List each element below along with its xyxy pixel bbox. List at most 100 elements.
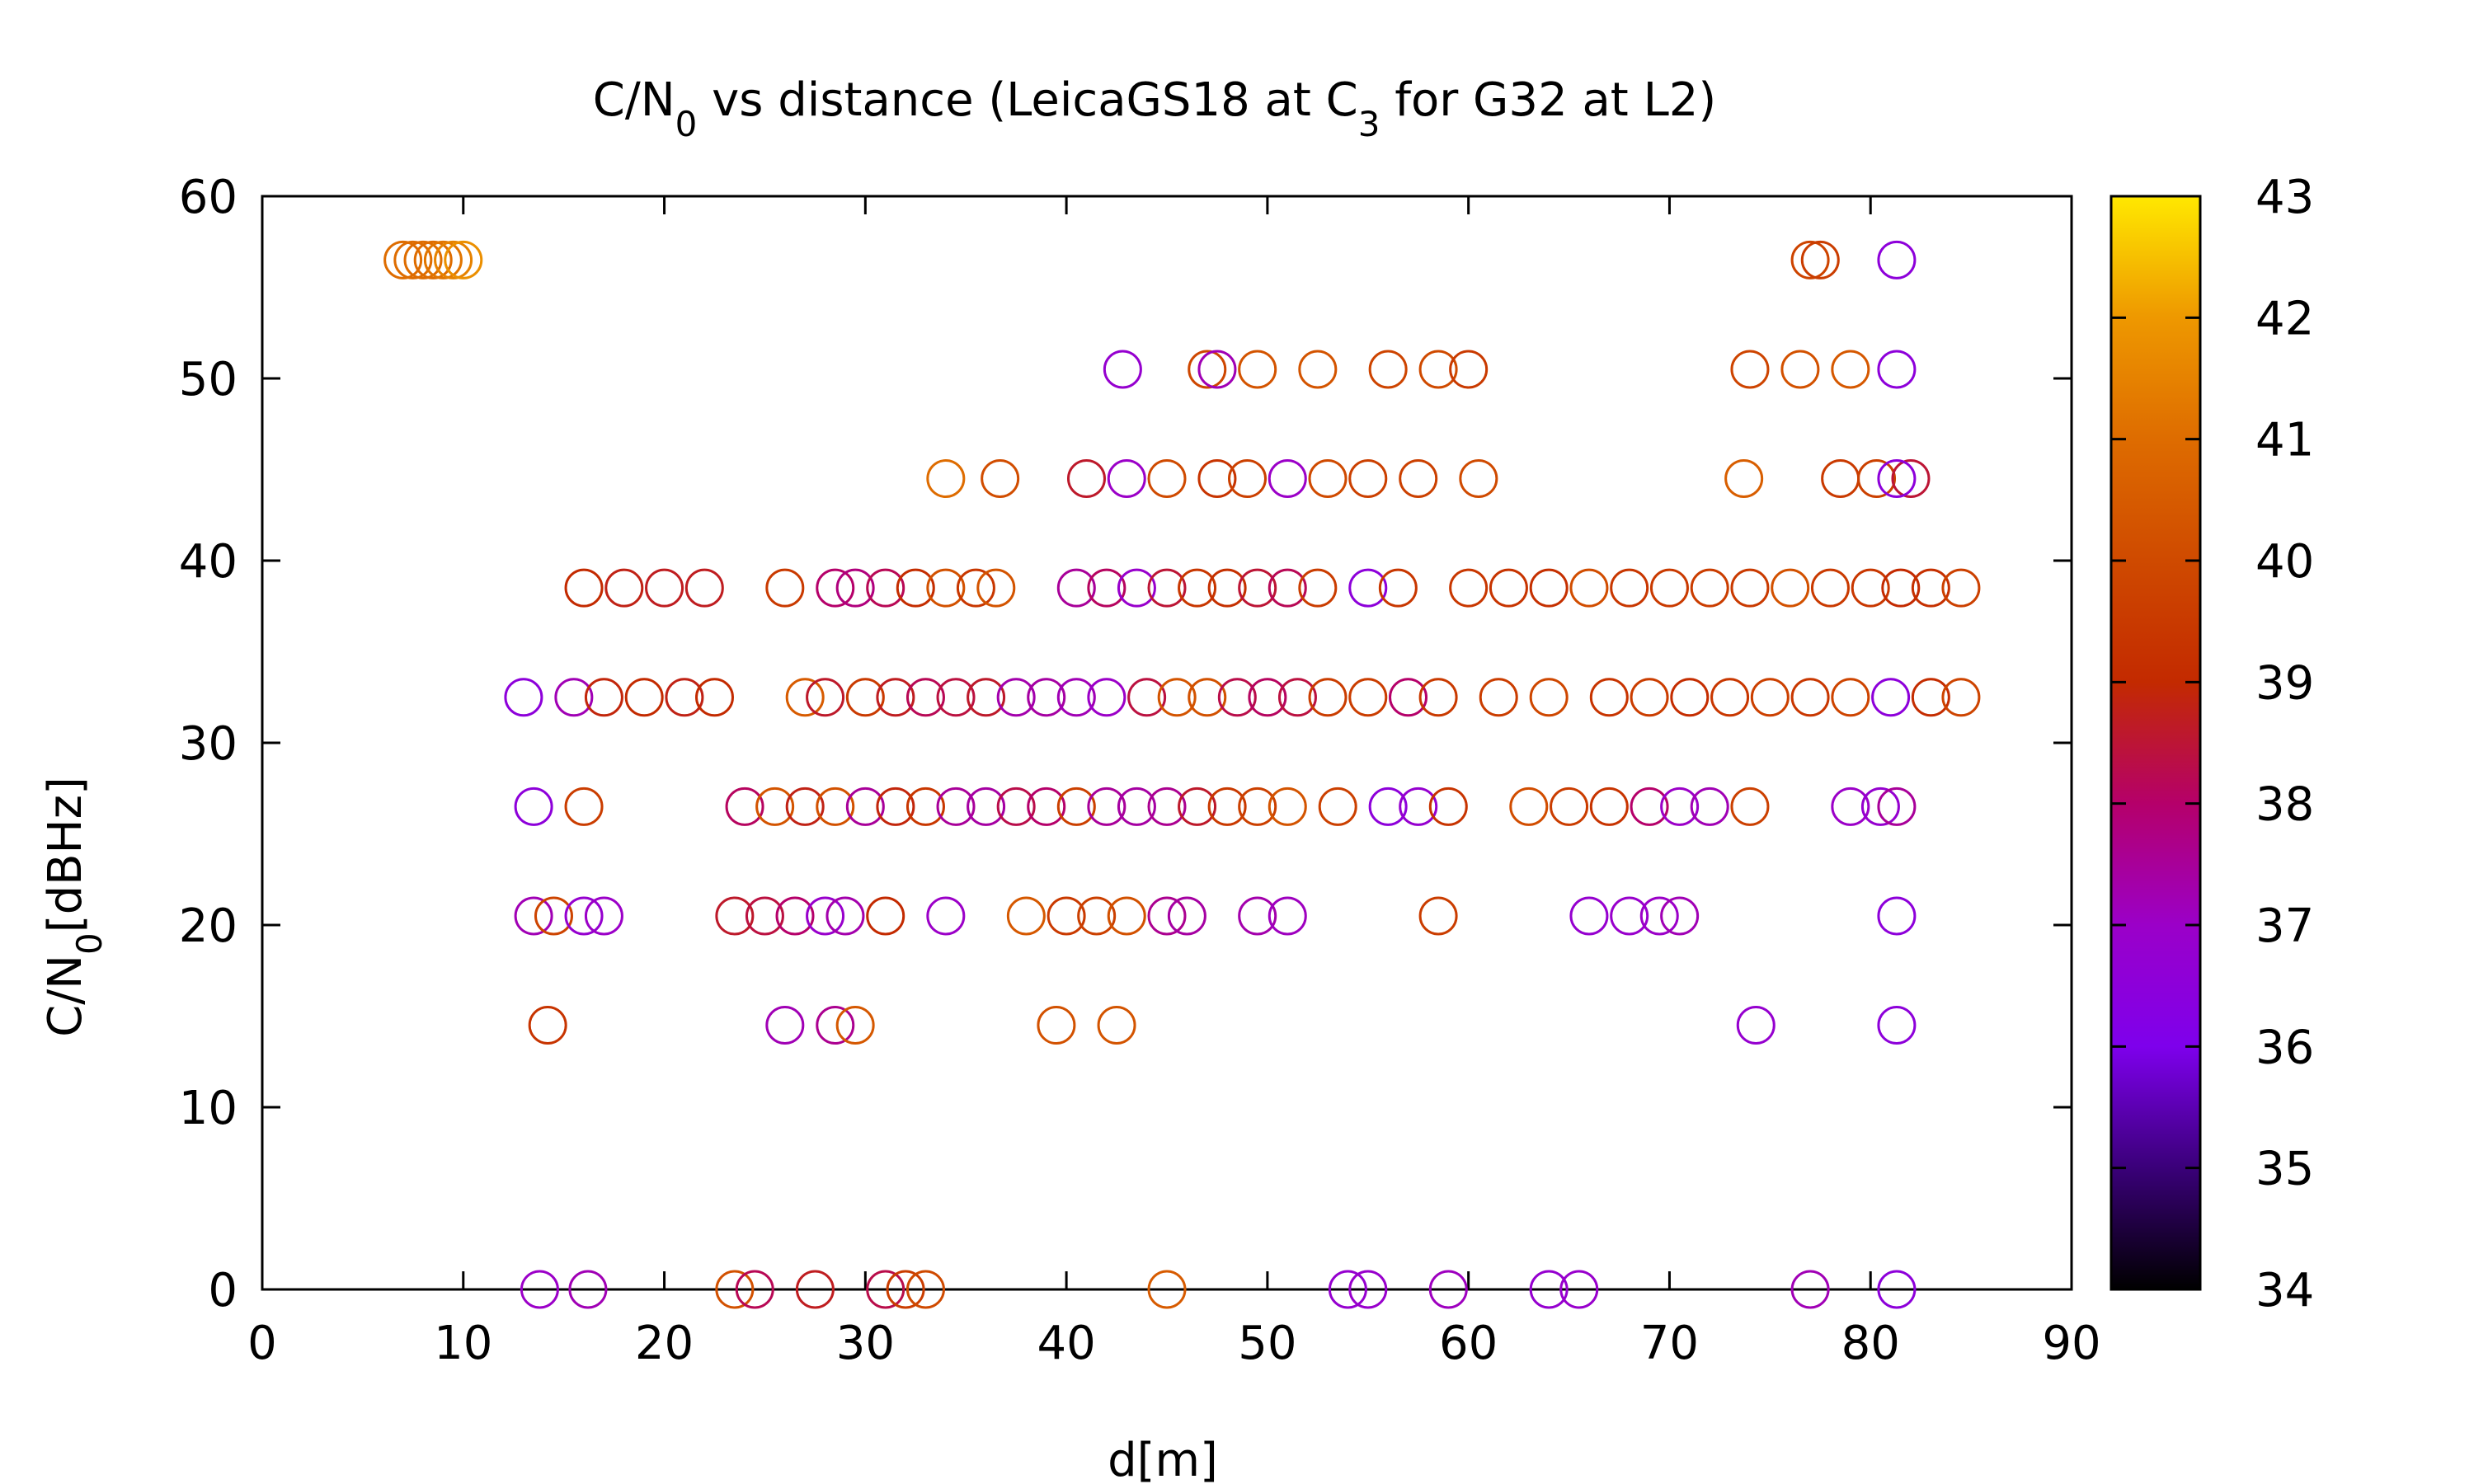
data-point	[1268, 568, 1307, 608]
data-point	[1207, 787, 1247, 826]
data-point	[1810, 568, 1850, 608]
plot-frame	[261, 195, 2073, 1291]
colorbar-tick-label: 37	[2255, 899, 2314, 953]
data-point	[866, 568, 905, 608]
data-point	[926, 459, 966, 499]
data-point	[1821, 459, 1860, 499]
data-point	[1790, 1270, 1830, 1309]
data-point	[1529, 568, 1569, 608]
data-point	[1871, 678, 1911, 717]
data-point	[1418, 678, 1458, 717]
colorbar-tick-label: 35	[2255, 1143, 2314, 1196]
colorbar-tick-label: 34	[2255, 1264, 2314, 1317]
data-point	[926, 568, 966, 608]
data-point	[434, 240, 473, 279]
data-point	[1077, 896, 1117, 936]
data-point	[1238, 350, 1277, 389]
data-point	[1877, 350, 1917, 389]
data-point	[735, 1270, 774, 1309]
x-tick-label: 70	[1640, 1317, 1699, 1370]
data-point	[528, 1006, 567, 1045]
plot-area	[261, 195, 2073, 1291]
data-point	[564, 568, 604, 608]
data-point	[775, 896, 815, 936]
data-point	[1877, 896, 1917, 936]
x-tick-label: 80	[1841, 1317, 1900, 1370]
data-point	[1248, 678, 1287, 717]
data-point	[1911, 568, 1950, 608]
data-point	[1860, 787, 1900, 826]
data-point	[1047, 896, 1086, 936]
data-point	[1710, 678, 1750, 717]
data-point	[1559, 1270, 1599, 1309]
data-point	[1418, 350, 1458, 389]
x-tick-label: 90	[2042, 1317, 2100, 1370]
data-point	[1217, 678, 1257, 717]
data-point	[1831, 678, 1870, 717]
data-point	[967, 678, 1006, 717]
data-point	[534, 896, 573, 936]
data-point	[1550, 787, 1589, 826]
data-point	[1027, 787, 1066, 826]
data-point	[1178, 568, 1217, 608]
colorbar-ticks: 34 35 36 37 38 39 40 41 42 43	[2111, 171, 2314, 1317]
y-tick-label: 40	[179, 535, 238, 589]
data-point	[1238, 896, 1277, 936]
data-point	[1529, 678, 1569, 717]
data-point	[1103, 350, 1142, 389]
data-point	[1569, 568, 1609, 608]
data-point	[905, 787, 945, 826]
data-point	[568, 1270, 608, 1309]
x-axis: 0 10 20 30 40 50 60 70 80 90	[247, 196, 2101, 1370]
data-point	[1800, 240, 1840, 279]
data-point	[1117, 568, 1156, 608]
data-point	[1649, 568, 1689, 608]
data-point	[1877, 459, 1917, 499]
data-point	[1877, 787, 1917, 826]
data-point	[1197, 350, 1237, 389]
data-point	[1056, 568, 1096, 608]
data-point	[514, 896, 553, 936]
data-point	[564, 896, 604, 936]
data-point	[1670, 678, 1710, 717]
data-point	[1368, 787, 1408, 826]
data-point	[905, 1270, 945, 1309]
data-point	[1479, 678, 1518, 717]
data-point	[1056, 678, 1096, 717]
data-point	[806, 896, 845, 936]
data-point	[835, 1006, 875, 1045]
data-point	[806, 678, 845, 717]
data-point	[996, 787, 1036, 826]
data-point	[905, 678, 945, 717]
data-point	[1630, 678, 1669, 717]
data-point	[1790, 678, 1830, 717]
data-point	[1730, 350, 1770, 389]
data-point	[1188, 678, 1227, 717]
data-point	[1881, 568, 1921, 608]
data-point	[1891, 459, 1931, 499]
data-point	[1399, 787, 1438, 826]
data-point	[1238, 568, 1277, 608]
data-point	[1941, 568, 1981, 608]
data-point	[1147, 568, 1187, 608]
data-point	[876, 678, 915, 717]
data-point	[816, 1006, 855, 1045]
data-point	[896, 568, 935, 608]
data-point	[755, 787, 795, 826]
data-point	[1877, 240, 1917, 279]
data-point	[1589, 787, 1629, 826]
colorbar-tick-label: 43	[2255, 171, 2314, 224]
data-point	[1941, 678, 1981, 717]
data-point	[1167, 896, 1206, 936]
colorbar-tick-label: 36	[2255, 1021, 2314, 1074]
data-point	[1178, 787, 1217, 826]
data-point	[1630, 787, 1669, 826]
x-tick-label: 40	[1037, 1317, 1095, 1370]
y-tick-label: 10	[179, 1082, 238, 1135]
data-point	[715, 896, 755, 936]
x-tick-label: 10	[434, 1317, 492, 1370]
data-point	[1188, 350, 1227, 389]
data-point	[554, 678, 594, 717]
data-point	[956, 568, 995, 608]
